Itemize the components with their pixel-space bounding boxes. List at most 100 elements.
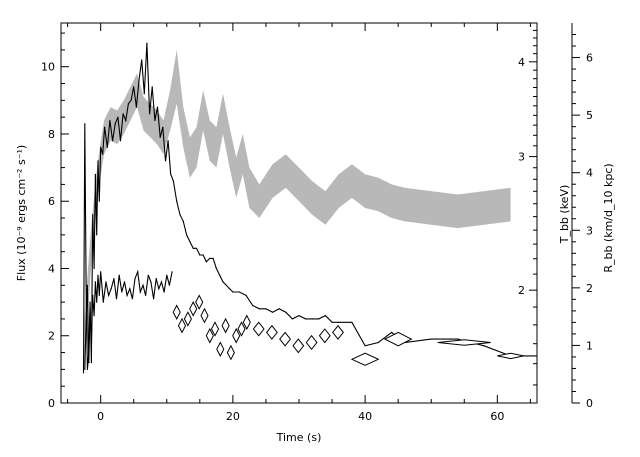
flux-point — [331, 321, 333, 323]
radius-point — [158, 288, 160, 290]
temperature-band — [84, 49, 511, 367]
flux-point — [212, 257, 214, 259]
radius-point — [142, 284, 144, 286]
flux-point — [245, 294, 247, 296]
radius-point — [98, 294, 100, 296]
flux-point — [133, 86, 135, 88]
radius-diamond — [383, 331, 413, 347]
flux-point — [146, 42, 148, 44]
flux-point — [106, 146, 108, 148]
y-tick-label: 2 — [48, 330, 55, 343]
r-tick-label: 5 — [586, 109, 593, 122]
flux-point — [364, 345, 366, 347]
radius-diamond — [189, 301, 198, 317]
flux-point — [138, 79, 140, 81]
radius-diamond — [292, 338, 305, 354]
flux-point — [391, 331, 393, 333]
r-axis-title: R_bb (km/d_10 kpc) — [602, 163, 615, 272]
flux-point — [98, 200, 100, 202]
flux-point — [92, 214, 94, 216]
r-tick-label: 2 — [586, 282, 593, 295]
flux-point — [112, 140, 114, 142]
flux-point — [215, 267, 217, 270]
flux-point — [149, 113, 151, 115]
radius-diamond — [216, 341, 225, 357]
flux-point — [90, 362, 92, 364]
radius-diamond — [232, 327, 241, 344]
flux-point — [199, 254, 201, 256]
flux-point — [97, 160, 99, 162]
flux-point — [222, 281, 224, 283]
radius-point — [150, 281, 152, 283]
t-tick-label: 4 — [518, 56, 525, 69]
flux-point — [154, 119, 156, 122]
flux-point — [305, 318, 307, 320]
flux-point — [430, 338, 432, 340]
flux-point — [84, 123, 86, 125]
y-tick-label: 6 — [48, 195, 55, 208]
radius-diamond — [237, 321, 246, 337]
flux-point — [195, 247, 198, 249]
flux-point — [85, 284, 87, 286]
flux-point — [272, 311, 274, 313]
flux-point — [109, 119, 111, 122]
flux-point — [141, 59, 143, 61]
flux-point — [298, 315, 300, 317]
radius-point — [166, 274, 168, 276]
radius-diamond — [279, 331, 292, 347]
flux-point — [156, 106, 159, 108]
radius-point — [171, 271, 173, 273]
flux-point — [182, 220, 184, 222]
y-tick-label: 8 — [48, 128, 55, 141]
radius-point — [139, 291, 141, 293]
radius-point — [137, 271, 139, 273]
radius-point — [84, 368, 86, 370]
t-tick-label: 2 — [518, 284, 525, 297]
radius-point — [105, 281, 107, 283]
radius-point — [89, 308, 91, 310]
flux-point — [225, 284, 227, 286]
flux-point — [93, 267, 95, 270]
radius-point — [118, 274, 120, 276]
flux-point — [189, 241, 191, 243]
radius-point — [163, 291, 165, 293]
radius-diamond — [177, 317, 187, 334]
flux-point — [125, 119, 127, 122]
flux-point — [238, 291, 241, 293]
flux-point — [265, 308, 267, 310]
radius-diamond — [195, 294, 204, 310]
r-tick-label: 3 — [586, 224, 593, 237]
radius-series-line — [84, 269, 173, 370]
radius-diamond — [226, 344, 235, 361]
flux-point — [318, 318, 320, 320]
flux-series-line — [82, 43, 537, 373]
flux-point — [127, 103, 129, 105]
flux-point — [122, 113, 124, 115]
radius-diamonds-layer — [172, 294, 524, 366]
flux-point — [252, 304, 254, 307]
flux-point — [82, 372, 85, 374]
radius-diamond — [183, 311, 192, 327]
r-tick-label: 1 — [586, 339, 593, 352]
x-tick-label: 20 — [226, 410, 240, 423]
flux-point — [232, 291, 234, 293]
radius-point — [115, 298, 118, 300]
radius-point — [90, 341, 92, 344]
flux-point — [338, 321, 340, 323]
radius-point — [92, 294, 94, 296]
radius-point — [86, 284, 88, 286]
y-axis-title: Flux (10⁻⁹ ergs cm⁻² s⁻¹) — [15, 145, 28, 281]
flux-point — [117, 116, 119, 118]
radius-diamond — [252, 321, 265, 337]
r-tick-label: 4 — [586, 167, 593, 180]
radius-diamond — [332, 324, 344, 340]
radius-diamond — [242, 314, 251, 331]
flux-point — [285, 311, 287, 313]
x-tick-label: 0 — [97, 410, 104, 423]
radius-diamond — [210, 321, 220, 337]
flux-point — [258, 308, 260, 310]
flux-point — [94, 173, 96, 175]
radius-point — [160, 281, 163, 283]
radius-diamond — [265, 324, 278, 340]
flux-point — [104, 126, 106, 128]
